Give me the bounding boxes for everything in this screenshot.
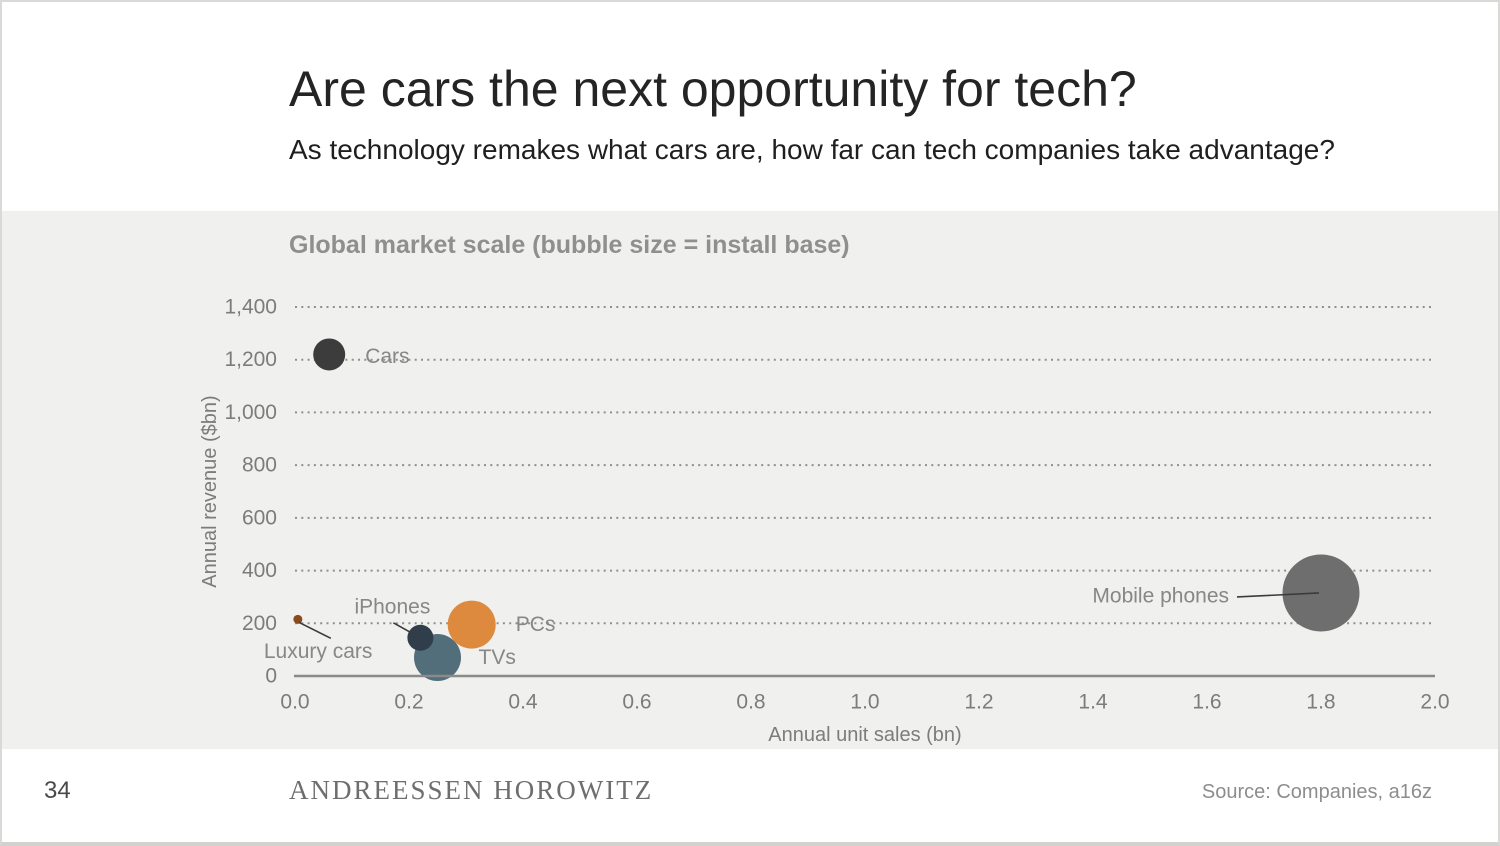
x-tick-label: 1.8 [1306, 691, 1335, 714]
x-tick-label: 1.2 [964, 691, 993, 714]
bubble-luxury-cars [293, 614, 303, 624]
x-tick-label: 0.6 [622, 691, 651, 714]
x-tick-label: 0.0 [280, 691, 309, 714]
x-axis-title: Annual unit sales (bn) [768, 724, 961, 746]
bubble-label-luxury-cars: Luxury cars [264, 640, 373, 663]
y-tick-label: 1,400 [224, 296, 277, 319]
y-axis-title: Annual revenue ($bn) [199, 395, 221, 587]
y-tick-label: 400 [242, 559, 277, 582]
y-tick-label: 0 [265, 665, 277, 688]
source-note: Source: Companies, a16z [1201, 781, 1432, 803]
leader-line-iphones [393, 622, 419, 638]
slide-subtitle: As technology remakes what cars are, how… [289, 134, 1335, 165]
x-tick-label: 1.6 [1192, 691, 1221, 714]
page-number: 34 [44, 777, 71, 804]
bubble-mobile-phones [1282, 554, 1360, 632]
x-tick-label: 2.0 [1420, 691, 1449, 714]
bubble-iphones [407, 624, 434, 651]
bubble-label-cars: Cars [365, 345, 409, 368]
chart-title: Global market scale (bubble size = insta… [289, 231, 850, 259]
x-tick-label: 0.2 [394, 691, 423, 714]
x-tick-label: 0.8 [736, 691, 765, 714]
bubble-label-iphones: iPhones [354, 595, 430, 618]
leader-line-luxury-cars [298, 621, 332, 640]
slide-title: Are cars the next opportunity for tech? [289, 61, 1137, 117]
bubble-cars [313, 338, 346, 371]
y-tick-label: 1,200 [224, 348, 277, 371]
bubble-label-tvs: TVs [479, 646, 516, 669]
chart-band [2, 211, 1498, 749]
bubble-pcs [447, 600, 496, 649]
bubble-label-pcs: PCs [516, 613, 556, 636]
x-tick-label: 1.4 [1078, 691, 1108, 714]
x-tick-label: 0.4 [508, 691, 538, 714]
x-tick-label: 1.0 [850, 691, 879, 714]
brand-logo: ANDREESSEN HOROWITZ [289, 775, 654, 805]
leader-line-mobile-phones [1236, 592, 1320, 598]
y-tick-label: 200 [242, 612, 277, 635]
y-tick-label: 800 [242, 454, 277, 477]
y-tick-label: 1,000 [224, 401, 277, 424]
bubble-label-mobile-phones: Mobile phones [1092, 584, 1229, 607]
y-tick-label: 600 [242, 506, 277, 529]
